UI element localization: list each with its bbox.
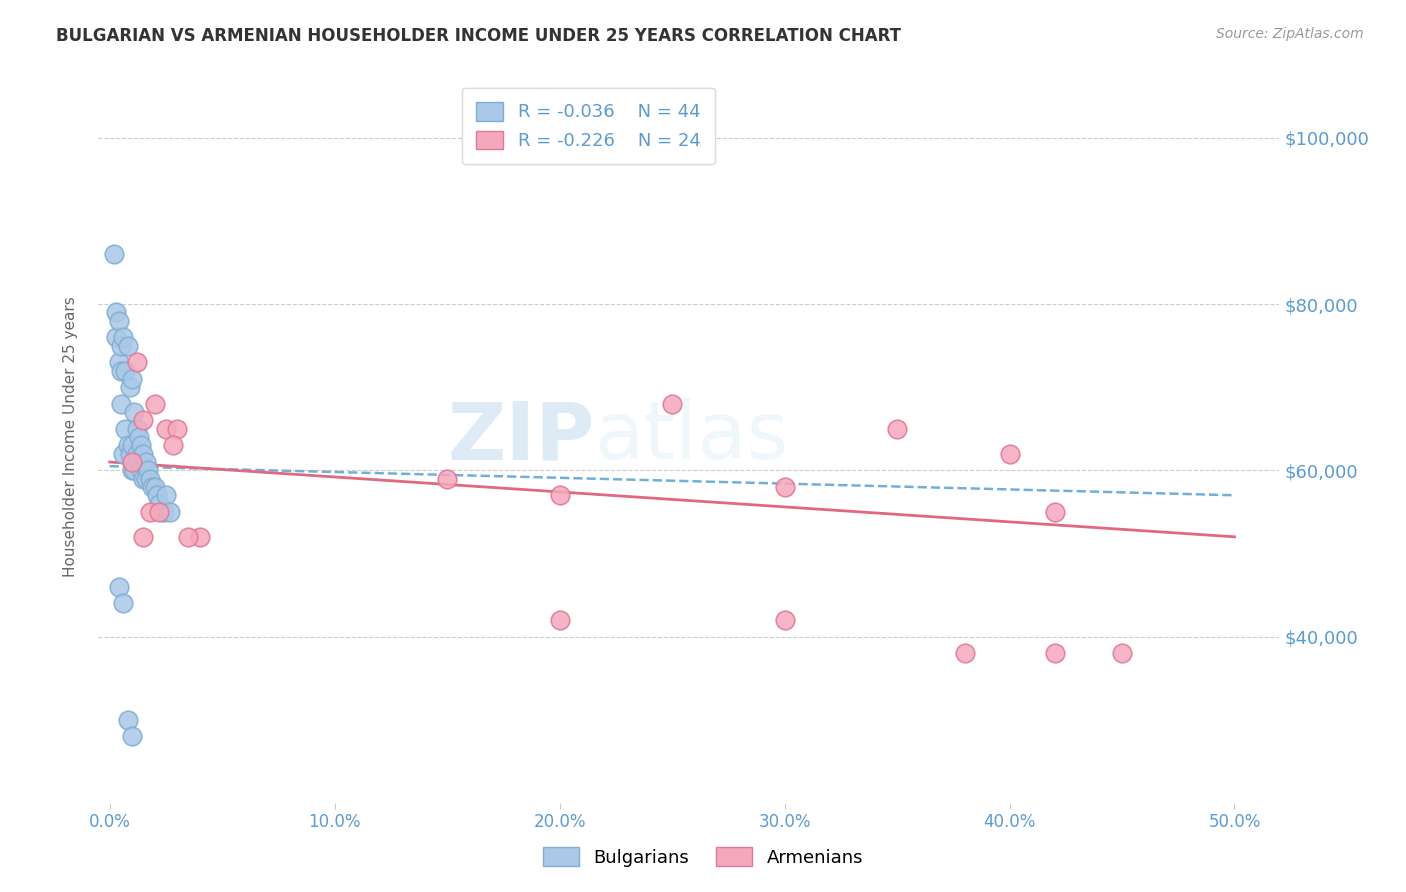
Point bbox=[128, 430, 150, 444]
Y-axis label: Householder Income Under 25 years: Householder Income Under 25 years bbox=[63, 297, 77, 577]
Point bbox=[1111, 646, 1133, 660]
Point bbox=[128, 455, 150, 469]
Point bbox=[135, 455, 157, 469]
Point bbox=[117, 438, 139, 452]
Point bbox=[436, 472, 458, 486]
Text: BULGARIAN VS ARMENIAN HOUSEHOLDER INCOME UNDER 25 YEARS CORRELATION CHART: BULGARIAN VS ARMENIAN HOUSEHOLDER INCOME… bbox=[56, 27, 901, 45]
Point bbox=[105, 330, 128, 344]
Point bbox=[107, 580, 129, 594]
Point bbox=[121, 438, 143, 452]
Text: ZIP: ZIP bbox=[447, 398, 595, 476]
Point bbox=[118, 380, 141, 394]
Point bbox=[125, 422, 148, 436]
Point bbox=[121, 372, 143, 386]
Point bbox=[953, 646, 976, 660]
Point bbox=[114, 422, 136, 436]
Point bbox=[155, 422, 177, 436]
Point bbox=[121, 729, 143, 743]
Point bbox=[129, 438, 152, 452]
Point bbox=[548, 613, 571, 627]
Point bbox=[143, 480, 166, 494]
Point bbox=[135, 472, 157, 486]
Text: Source: ZipAtlas.com: Source: ZipAtlas.com bbox=[1216, 27, 1364, 41]
Point bbox=[998, 447, 1021, 461]
Legend: R = -0.036    N = 44, R = -0.226    N = 24: R = -0.036 N = 44, R = -0.226 N = 24 bbox=[461, 87, 716, 164]
Point bbox=[132, 472, 155, 486]
Legend: Bulgarians, Armenians: Bulgarians, Armenians bbox=[536, 840, 870, 874]
Point bbox=[162, 438, 184, 452]
Point bbox=[143, 397, 166, 411]
Point bbox=[132, 413, 155, 427]
Point bbox=[152, 505, 174, 519]
Point bbox=[105, 305, 128, 319]
Point bbox=[166, 422, 188, 436]
Point bbox=[132, 447, 155, 461]
Point bbox=[112, 596, 135, 610]
Point bbox=[117, 339, 139, 353]
Point bbox=[141, 480, 163, 494]
Point bbox=[773, 480, 796, 494]
Point bbox=[148, 497, 170, 511]
Point bbox=[103, 247, 125, 261]
Point bbox=[139, 505, 162, 519]
Point bbox=[129, 463, 152, 477]
Point bbox=[118, 447, 141, 461]
Point bbox=[121, 463, 143, 477]
Point bbox=[773, 613, 796, 627]
Point bbox=[107, 355, 129, 369]
Point bbox=[146, 488, 169, 502]
Point bbox=[112, 447, 135, 461]
Point bbox=[117, 713, 139, 727]
Point bbox=[886, 422, 908, 436]
Point bbox=[155, 488, 177, 502]
Text: atlas: atlas bbox=[595, 398, 789, 476]
Point bbox=[121, 455, 143, 469]
Point bbox=[139, 472, 162, 486]
Point bbox=[124, 463, 146, 477]
Point bbox=[548, 488, 571, 502]
Point bbox=[110, 363, 132, 377]
Point bbox=[661, 397, 683, 411]
Point bbox=[124, 405, 146, 419]
Point bbox=[110, 339, 132, 353]
Point bbox=[1043, 646, 1066, 660]
Point bbox=[107, 314, 129, 328]
Point bbox=[112, 330, 135, 344]
Point bbox=[114, 363, 136, 377]
Point bbox=[125, 355, 148, 369]
Point bbox=[110, 397, 132, 411]
Point bbox=[188, 530, 211, 544]
Point bbox=[132, 530, 155, 544]
Point bbox=[136, 463, 159, 477]
Point bbox=[125, 447, 148, 461]
Point bbox=[148, 505, 170, 519]
Point bbox=[177, 530, 200, 544]
Point bbox=[159, 505, 181, 519]
Point bbox=[1043, 505, 1066, 519]
